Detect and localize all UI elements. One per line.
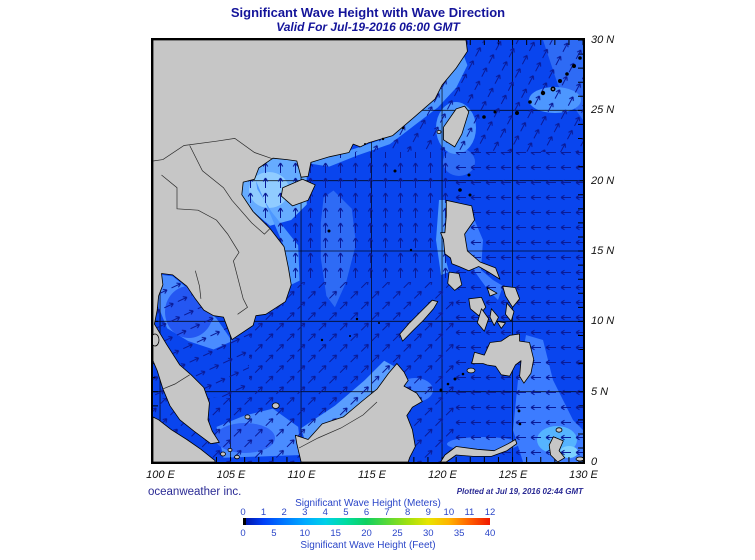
colorbar-meters-ticks: 0 1 2 3 4 5 6 7 8 9 10 11 12 (240, 507, 495, 518)
land-borneo (295, 363, 423, 463)
lat-label-0: 0 (591, 455, 598, 468)
feet-tick-15: 15 (330, 528, 341, 539)
meters-tick-12: 12 (484, 507, 496, 518)
feet-tick-35: 35 (453, 528, 465, 539)
meters-tick-1: 1 (260, 507, 267, 518)
land-mindoro (447, 271, 463, 291)
lon-label-120E: 120 E (428, 469, 457, 481)
country-borders (152, 138, 378, 449)
meters-tick-6: 6 (363, 507, 370, 518)
lat-label-5N: 5 N (591, 385, 609, 398)
credit-text: oceanweather inc. (148, 486, 242, 498)
meters-tick-9: 9 (425, 507, 431, 518)
feet-tick-0: 0 (240, 528, 246, 539)
lon-label-125E: 125 E (498, 469, 528, 481)
meters-tick-7: 7 (384, 507, 390, 518)
meters-tick-5: 5 (343, 507, 349, 518)
colorbar-title-feet: Significant Wave Height (Feet) (300, 540, 436, 551)
meters-tick-10: 10 (443, 507, 455, 518)
land-luzon (440, 199, 501, 280)
valid-time-subtitle: Valid For Jul-19-2016 06:00 GMT (276, 20, 460, 34)
page-title: Significant Wave Height with Wave Direct… (230, 5, 506, 20)
lon-label-130E: 130 E (569, 469, 598, 481)
meters-tick-4: 4 (322, 507, 328, 518)
lat-label-15N: 15 N (591, 244, 615, 257)
feet-tick-30: 30 (422, 528, 434, 539)
land-halmahera (548, 436, 566, 463)
plotted-timestamp: Plotted at Jul 19, 2016 02:44 GMT (456, 487, 583, 496)
feet-tick-5: 5 (271, 528, 277, 539)
map-canvas (150, 39, 585, 463)
feet-tick-40: 40 (484, 528, 496, 539)
lon-label-115E: 115 E (358, 469, 386, 481)
lat-label-10N: 10 N (591, 315, 615, 328)
colorbar-gradient (243, 518, 490, 525)
landmasses (150, 39, 585, 463)
lon-label-105E: 105 E (216, 469, 246, 481)
land-taiwan (443, 105, 470, 148)
lat-label-30N: 30 N (591, 34, 615, 46)
colorbar-feet-ticks: 0 5 10 15 20 25 30 35 40 (240, 528, 495, 539)
land-asia-mainland (152, 39, 468, 445)
meters-tick-2: 2 (281, 507, 287, 518)
lon-label-110E: 110 E (287, 469, 316, 481)
lat-label-25N: 25 N (591, 104, 615, 117)
colorbar-title-meters: Significant Wave Height (Meters) (295, 498, 441, 509)
feet-tick-20: 20 (361, 528, 372, 539)
land-sulawesi (440, 439, 518, 463)
lat-label-20N: 20 N (591, 174, 615, 187)
feet-tick-25: 25 (392, 528, 403, 539)
meters-tick-3: 3 (302, 507, 308, 518)
meters-tick-8: 8 (405, 507, 411, 518)
map-frame (150, 38, 585, 464)
lon-label-100E: 100 E (146, 469, 175, 481)
land-hainan (280, 178, 316, 207)
colorbar-zero-notch (243, 518, 246, 525)
land-palawan (399, 299, 439, 342)
small-islands (320, 56, 582, 426)
feet-tick-10: 10 (299, 528, 311, 539)
land-mindanao (471, 333, 535, 384)
meters-tick-0: 0 (240, 507, 246, 518)
meters-tick-11: 11 (464, 507, 475, 518)
